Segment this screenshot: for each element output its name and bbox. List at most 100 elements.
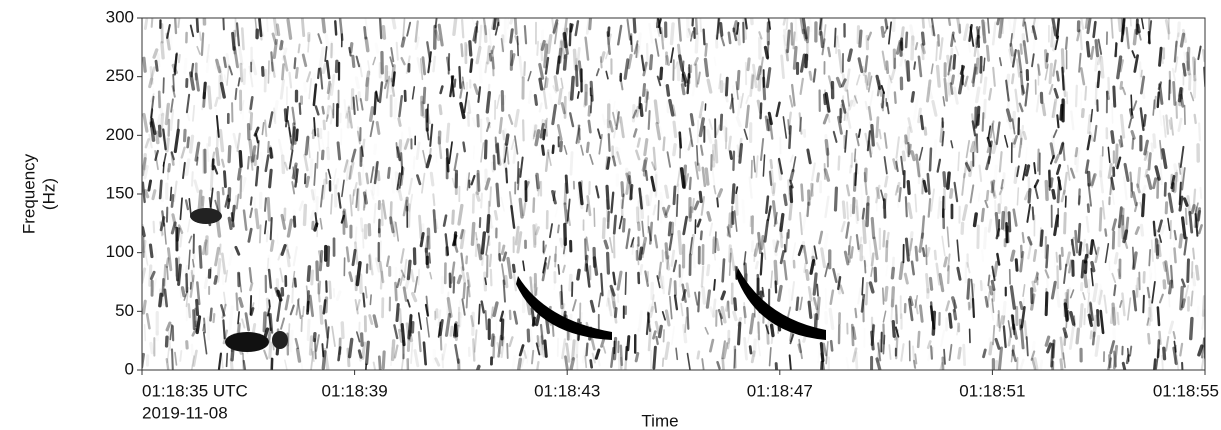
noise-streak bbox=[782, 56, 784, 78]
noise-streak bbox=[1169, 120, 1170, 129]
noise-streak bbox=[295, 279, 296, 287]
noise-streak bbox=[1038, 149, 1039, 170]
noise-streak bbox=[482, 233, 484, 253]
noise-streak bbox=[930, 149, 931, 171]
noise-streak bbox=[462, 231, 464, 248]
noise-streak bbox=[839, 157, 840, 170]
noise-streak bbox=[1080, 30, 1081, 49]
noise-streak bbox=[191, 136, 193, 152]
noise-streak bbox=[479, 245, 481, 258]
noise-streak bbox=[1137, 185, 1139, 192]
noise-streak bbox=[675, 207, 676, 225]
noise-streak bbox=[1091, 331, 1092, 338]
noise-streak bbox=[906, 239, 908, 260]
noise-streak bbox=[882, 92, 883, 107]
noise-streak bbox=[1014, 113, 1015, 128]
noise-streak bbox=[714, 280, 715, 290]
noise-streak bbox=[187, 160, 189, 174]
noise-streak bbox=[313, 74, 315, 84]
noise-streak bbox=[229, 147, 230, 162]
noise-streak bbox=[854, 96, 856, 105]
noise-streak bbox=[935, 251, 936, 259]
noise-streak bbox=[898, 338, 899, 353]
noise-streak bbox=[1047, 279, 1048, 287]
noise-streak bbox=[618, 149, 619, 162]
noise-streak bbox=[1193, 249, 1194, 259]
noise-streak bbox=[202, 33, 203, 55]
noise-streak bbox=[508, 13, 509, 29]
noise-streak bbox=[1140, 62, 1141, 78]
noise-streak bbox=[931, 302, 932, 320]
noise-streak bbox=[1154, 179, 1156, 188]
noise-streak bbox=[701, 115, 702, 124]
noise-streak bbox=[151, 344, 152, 353]
noise-streak bbox=[1197, 307, 1198, 315]
noise-streak bbox=[1077, 329, 1078, 343]
noise-streak bbox=[180, 351, 181, 361]
noise-streak bbox=[690, 178, 691, 189]
noise-streak bbox=[809, 302, 811, 317]
noise-streak bbox=[814, 274, 816, 294]
noise-streak bbox=[978, 107, 979, 124]
noise-streak bbox=[359, 173, 360, 184]
noise-streak bbox=[1041, 231, 1042, 245]
noise-streak bbox=[677, 195, 678, 216]
noise-streak bbox=[451, 327, 452, 335]
noise-streak bbox=[281, 42, 282, 49]
noise-streak bbox=[645, 161, 646, 175]
noise-streak bbox=[886, 288, 887, 301]
noise-streak bbox=[205, 243, 206, 255]
noise-streak bbox=[1154, 222, 1155, 236]
noise-streak bbox=[721, 115, 722, 129]
noise-streak bbox=[1096, 58, 1097, 70]
noise-streak bbox=[227, 354, 228, 367]
noise-streak bbox=[698, 352, 699, 358]
noise-streak bbox=[260, 225, 261, 242]
noise-streak bbox=[238, 312, 239, 324]
noise-streak bbox=[548, 36, 550, 53]
x-tick-label: 01:18:51 bbox=[959, 381, 1025, 400]
noise-streak bbox=[866, 206, 867, 218]
noise-streak bbox=[905, 274, 907, 283]
noise-streak bbox=[1034, 163, 1035, 173]
noise-streak bbox=[639, 223, 640, 229]
noise-streak bbox=[577, 129, 579, 143]
noise-streak bbox=[998, 15, 1000, 24]
noise-streak bbox=[296, 166, 297, 182]
noise-streak bbox=[615, 309, 616, 317]
noise-streak bbox=[679, 232, 681, 254]
x-axis-label: Time bbox=[641, 411, 678, 430]
noise-streak bbox=[608, 158, 609, 168]
noise-streak bbox=[311, 160, 312, 177]
noise-streak bbox=[532, 309, 534, 325]
noise-streak bbox=[661, 68, 662, 78]
noise-streak bbox=[532, 351, 533, 364]
noise-streak bbox=[993, 326, 994, 345]
noise-streak bbox=[693, 253, 695, 267]
noise-streak bbox=[927, 248, 929, 255]
noise-streak bbox=[1083, 240, 1084, 251]
noise-streak bbox=[215, 277, 216, 284]
noise-streak bbox=[157, 132, 158, 142]
noise-streak bbox=[265, 198, 266, 211]
noise-streak bbox=[999, 62, 1001, 75]
noise-streak bbox=[696, 34, 697, 52]
noise-streak bbox=[1164, 348, 1165, 358]
noise-streak bbox=[938, 66, 940, 86]
noise-streak bbox=[467, 287, 468, 308]
noise-streak bbox=[745, 338, 747, 359]
noise-streak bbox=[1043, 104, 1045, 114]
noise-streak bbox=[537, 174, 538, 187]
noise-streak bbox=[1023, 233, 1024, 242]
noise-streak bbox=[585, 356, 586, 367]
noise-streak bbox=[1199, 124, 1200, 136]
noise-streak bbox=[847, 202, 848, 218]
noise-streak bbox=[318, 284, 319, 301]
noise-streak bbox=[1025, 321, 1026, 338]
noise-streak bbox=[754, 249, 755, 261]
noise-streak bbox=[1191, 317, 1192, 339]
noise-streak bbox=[1086, 262, 1087, 273]
noise-streak bbox=[535, 126, 536, 136]
noise-streak bbox=[607, 121, 609, 135]
noise-streak bbox=[678, 45, 680, 59]
